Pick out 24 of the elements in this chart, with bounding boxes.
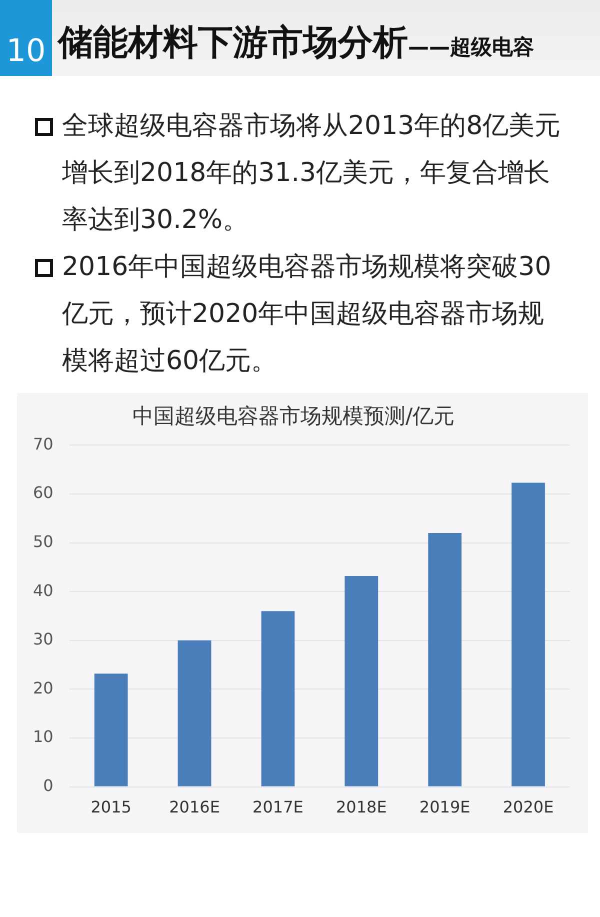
x-tick-label: 2017E: [252, 798, 304, 817]
y-tick-label: 0: [43, 776, 54, 795]
chart-title: 中国超级电容器市场规模预测/亿元: [132, 404, 455, 428]
y-tick-label: 70: [33, 434, 54, 454]
x-tick-label: 2015: [90, 798, 132, 817]
bar: [512, 482, 545, 786]
x-tick-label: 2020E: [502, 798, 554, 817]
text: 2016年中国超级电容器市场规模将突破30亿元，预计2020年中国超级电容器市场规模将超过60亿元。: [62, 252, 552, 376]
y-tick-label: 40: [33, 580, 54, 600]
y-tick-label: 10: [33, 727, 54, 746]
bar: [94, 674, 128, 786]
x-tick-label: 2019E: [419, 798, 470, 817]
bar: [344, 576, 378, 786]
text: 全球超级电容器市场将从2013年的8亿美元增长到2018年的31.3亿美元，年复合增长率达到30.2%。: [62, 111, 561, 235]
y-tick-label: 50: [33, 532, 54, 551]
y-tick-label: 30: [33, 630, 54, 649]
y-tick-label: 60: [33, 483, 54, 502]
x-tick-label: 2016E: [169, 798, 220, 817]
y-tick-label: 20: [33, 678, 54, 698]
bar: [428, 533, 462, 786]
x-tick-label: 2018E: [336, 798, 387, 817]
text: 储能材料下游市场分析——超级电容: [58, 22, 534, 65]
bar: [178, 640, 212, 786]
bar: [261, 611, 295, 786]
